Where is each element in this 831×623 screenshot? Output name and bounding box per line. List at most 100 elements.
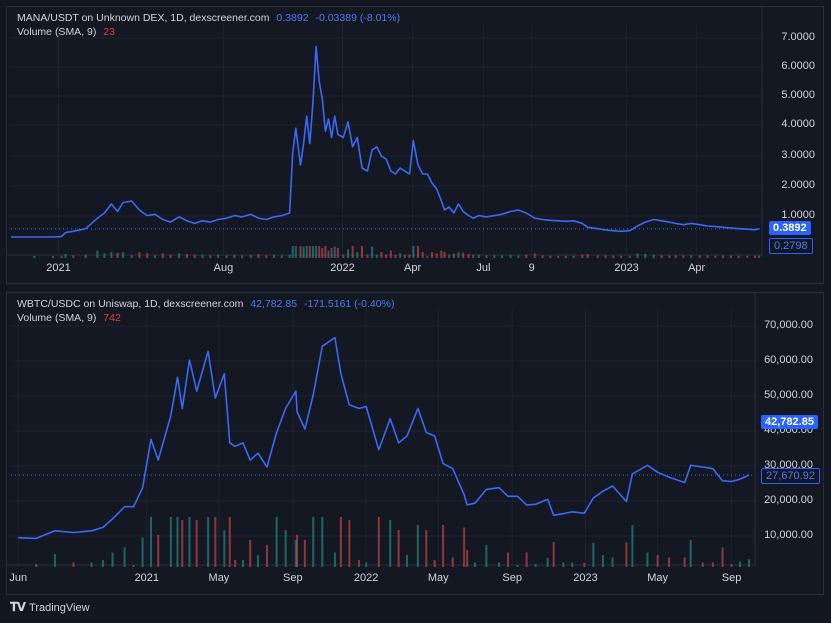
mana-change: -0.03389 (-8.01%) bbox=[315, 12, 401, 24]
volume-bar bbox=[360, 246, 363, 258]
volume-bar bbox=[660, 255, 663, 258]
wbtc-price-plot[interactable] bbox=[7, 293, 823, 594]
volume-bar bbox=[425, 530, 428, 567]
volume-bar bbox=[628, 255, 631, 258]
volume-bar bbox=[440, 250, 443, 258]
wbtc-volume-legend: Volume (SMA, 9) 742 bbox=[17, 311, 121, 325]
volume-bar bbox=[631, 525, 634, 567]
volume-bar bbox=[181, 520, 184, 567]
volume-bar bbox=[64, 254, 67, 258]
mana-title: MANA/USDT on Unknown DEX, 1D, dexscreene… bbox=[17, 12, 270, 24]
wbtc-chart-panel[interactable]: WBTC/USDC on Uniswap, 1D, dexscreener.co… bbox=[6, 292, 824, 595]
x-tick-label: 2023 bbox=[614, 262, 639, 274]
volume-bar bbox=[72, 255, 75, 258]
volume-bar bbox=[312, 517, 315, 567]
wbtc-legend: WBTC/USDC on Uniswap, 1D, dexscreener.co… bbox=[17, 297, 394, 311]
mana-price-line[interactable] bbox=[11, 45, 760, 238]
volume-bar bbox=[644, 254, 647, 258]
mana-price-plot[interactable] bbox=[7, 7, 823, 283]
volume-bar bbox=[302, 246, 305, 258]
mana-grid bbox=[11, 23, 762, 255]
volume-bar bbox=[463, 527, 466, 567]
volume-bar bbox=[311, 246, 314, 258]
tradingview-logo-icon: 𝐓𝗩 bbox=[10, 600, 26, 614]
mana-price: 0.3892 bbox=[276, 12, 309, 24]
y-tick-label: 2.0000 bbox=[781, 179, 815, 191]
wbtc-last-price-tag: 42,782.85 bbox=[761, 415, 818, 429]
volume-bar bbox=[674, 255, 677, 258]
volume-bar bbox=[549, 255, 552, 258]
y-tick-label: 70,000.00 bbox=[764, 319, 813, 331]
volume-bar bbox=[620, 255, 623, 258]
x-tick-label: May bbox=[427, 572, 449, 584]
volume-bar bbox=[116, 252, 119, 258]
volume-bar bbox=[336, 248, 339, 258]
tradingview-name: TradingView bbox=[29, 601, 90, 614]
volume-bar bbox=[351, 246, 354, 258]
volume-bar bbox=[533, 253, 536, 258]
volume-bar bbox=[103, 253, 106, 258]
volume-bar bbox=[443, 252, 446, 258]
volume-bar bbox=[33, 256, 36, 258]
volume-bar bbox=[161, 253, 164, 258]
volume-bar bbox=[601, 555, 604, 567]
volume-bar bbox=[611, 557, 614, 567]
volume-bar bbox=[737, 255, 740, 258]
volume-bar bbox=[257, 254, 260, 258]
volume-bar bbox=[141, 537, 144, 567]
volume-bar bbox=[157, 535, 160, 567]
volume-bar bbox=[201, 254, 204, 258]
volume-bar bbox=[146, 253, 149, 258]
volume-bar bbox=[433, 560, 436, 567]
wbtc-price-line[interactable] bbox=[18, 336, 750, 540]
volume-bar bbox=[123, 547, 126, 567]
volume-bar bbox=[339, 517, 342, 567]
volume-bar bbox=[493, 255, 496, 258]
volume-bar bbox=[452, 253, 455, 258]
volume-bar bbox=[138, 252, 141, 258]
volume-bar bbox=[572, 255, 575, 258]
volume-bar bbox=[84, 254, 87, 258]
volume-bar bbox=[412, 246, 415, 258]
volume-bar bbox=[457, 252, 460, 258]
volume-bar bbox=[132, 565, 135, 567]
volume-bar bbox=[746, 255, 749, 258]
volume-bar bbox=[711, 562, 714, 567]
volume-bar bbox=[668, 557, 671, 567]
y-tick-label: 1.0000 bbox=[781, 209, 815, 221]
volume-bar bbox=[557, 255, 560, 258]
x-tick-label: May bbox=[208, 572, 230, 584]
volume-bar bbox=[385, 254, 388, 258]
volume-bar bbox=[265, 255, 268, 258]
volume-bar bbox=[101, 560, 104, 567]
volume-bar bbox=[690, 255, 693, 258]
mana-chart-panel[interactable]: MANA/USDT on Unknown DEX, 1D, dexscreene… bbox=[6, 6, 824, 284]
volume-bar bbox=[214, 517, 217, 567]
volume-bar bbox=[371, 246, 374, 258]
volume-bar bbox=[583, 563, 586, 567]
volume-bar bbox=[96, 250, 99, 258]
volume-bar bbox=[333, 552, 336, 567]
volume-bar bbox=[448, 254, 451, 258]
volume-bar bbox=[178, 253, 181, 258]
volume-bar bbox=[525, 552, 528, 567]
tradingview-brand[interactable]: 𝐓𝗩 TradingView bbox=[10, 600, 90, 615]
volume-bar bbox=[485, 255, 488, 258]
mana-volume-label: Volume (SMA, 9) bbox=[17, 26, 97, 38]
volume-bar bbox=[721, 547, 724, 567]
wbtc-volume-tag: 27,670.92 bbox=[761, 468, 820, 484]
x-tick-label: Sep bbox=[283, 572, 303, 584]
volume-bar bbox=[324, 246, 327, 258]
volume-bar bbox=[668, 255, 671, 258]
volume-bar bbox=[234, 560, 237, 567]
x-tick-label: 2021 bbox=[134, 572, 160, 584]
volume-bar bbox=[564, 255, 567, 258]
x-tick-label: Aug bbox=[213, 262, 234, 274]
volume-bar bbox=[394, 254, 397, 258]
volume-bar bbox=[150, 517, 153, 567]
volume-bar bbox=[321, 517, 324, 567]
volume-bar bbox=[389, 520, 392, 567]
wbtc-change: -171.5161 (-0.40%) bbox=[303, 298, 395, 310]
volume-bar bbox=[280, 255, 283, 258]
volume-bar bbox=[534, 564, 537, 567]
